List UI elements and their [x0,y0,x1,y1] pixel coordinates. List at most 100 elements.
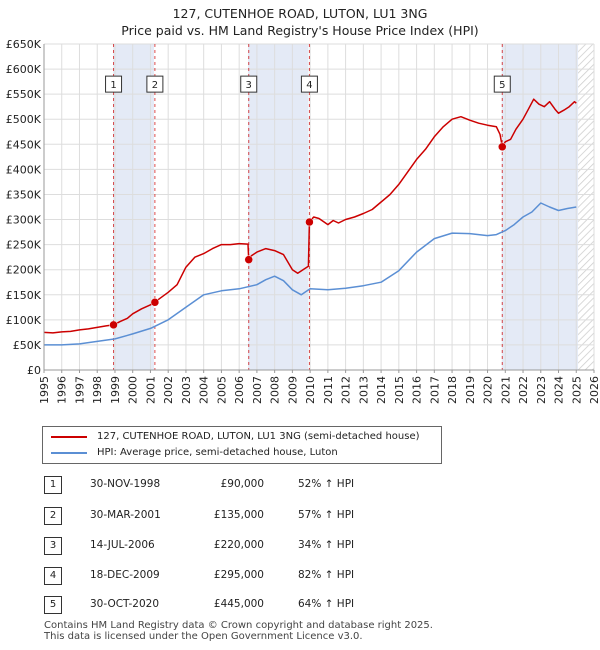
y-tick-label: £200K [6,264,42,277]
sale-period-band [113,44,154,370]
sale-number: 1 [44,476,62,494]
x-tick-label: 2014 [375,376,388,404]
sale-hpi-change: 64% ↑ HPI [298,598,355,610]
x-tick-label: 2004 [198,376,211,404]
y-tick-label: £500K [6,113,42,126]
hpi-line [44,202,577,346]
x-tick-label: 2010 [304,376,317,404]
sale-number: 4 [44,567,62,585]
sale-point [305,217,314,227]
sale-row: 3 14-JUL-2006 £220,000 34% ↑ HPI [0,537,600,555]
sale-marker-label: 4 [306,80,312,91]
x-tick-label: 2017 [428,376,441,404]
sale-marker-box [146,75,164,93]
y-tick-label: £100K [6,314,42,327]
sale-date: 30-NOV-1998 [90,478,161,490]
chart-title: 127, CUTENHOE ROAD, LUTON, LU1 3NG Price… [0,5,600,39]
y-tick-label: £150K [6,289,42,302]
x-tick-label: 1995 [38,376,51,404]
sale-price: £295,000 [213,569,264,581]
x-tick-label: 1998 [91,376,104,404]
y-tick-label: £0 [27,364,41,377]
y-tick-label: £550K [6,88,42,101]
x-tick-label: 2024 [553,376,566,404]
x-tick-label: 2016 [411,376,424,404]
sale-row: 5 30-OCT-2020 £445,000 64% ↑ HPI [0,596,600,614]
sale-marker-label: 3 [246,80,252,91]
x-tick-label: 2011 [322,376,335,404]
sale-hpi-change: 82% ↑ HPI [298,569,355,581]
sale-row: 1 30-NOV-1998 £90,000 52% ↑ HPI [0,476,600,494]
legend-swatch-hpi [51,452,87,454]
y-tick-label: £250K [6,239,42,252]
x-tick-label: 2025 [570,376,583,404]
x-tick-label: 2012 [340,376,353,404]
y-tick-label: £50K [13,339,42,352]
title-line-1: 127, CUTENHOE ROAD, LUTON, LU1 3NG [172,6,428,21]
legend: 127, CUTENHOE ROAD, LUTON, LU1 3NG (semi… [42,426,442,464]
sale-period-band [501,44,579,370]
footer-copyright: Contains HM Land Registry data © Crown c… [44,620,433,631]
sale-date: 30-MAR-2001 [90,509,161,521]
x-tick-label: 1996 [56,376,69,404]
y-tick-label: £350K [6,188,42,201]
x-tick-label: 2005 [215,376,228,404]
sale-marker-label: 5 [499,80,505,91]
property-price-line [43,98,577,334]
x-tick-label: 2007 [251,376,264,404]
sale-point [109,320,118,330]
footer-licence: This data is licensed under the Open Gov… [44,631,363,642]
sale-point [498,142,507,152]
x-tick-label: 2000 [127,376,140,404]
x-tick-label: 2021 [499,376,512,404]
x-tick-label: 1997 [73,376,86,404]
x-tick-label: 2008 [269,376,282,404]
legend-label-hpi: HPI: Average price, semi-detached house,… [97,447,338,458]
x-tick-label: 2002 [162,376,175,404]
y-tick-label: £450K [6,138,42,151]
sale-price: £220,000 [213,539,264,551]
x-tick-label: 2015 [393,376,406,404]
sale-date: 30-OCT-2020 [90,598,159,610]
sale-price: £445,000 [213,598,264,610]
x-tick-label: 2020 [482,376,495,404]
sale-period-band [248,44,309,370]
sale-date: 18-DEC-2009 [90,569,160,581]
footer: Contains HM Land Registry data © Crown c… [44,620,433,642]
x-tick-label: 2003 [180,376,193,404]
sale-row: 4 18-DEC-2009 £295,000 82% ↑ HPI [0,567,600,585]
sale-hpi-change: 57% ↑ HPI [298,509,355,521]
sale-price: £135,000 [213,509,264,521]
x-tick-label: 2006 [233,376,246,404]
x-tick-label: 2022 [517,376,530,404]
sale-marker-label: 1 [110,80,116,91]
x-tick-label: 2001 [144,376,157,404]
x-tick-label: 2009 [286,376,299,404]
future-region [578,44,594,370]
x-tick-label: 2019 [464,376,477,404]
x-tick-label: 2023 [535,376,548,404]
sale-number: 2 [44,507,62,525]
sale-number: 3 [44,537,62,555]
legend-swatch-property [51,436,87,438]
sale-hpi-change: 52% ↑ HPI [298,478,355,490]
sale-price: £90,000 [220,478,264,490]
sale-hpi-change: 34% ↑ HPI [298,539,355,551]
sale-marker-label: 2 [152,80,158,91]
sale-marker-box [240,75,258,93]
sale-point [244,255,253,264]
y-tick-label: £400K [6,163,42,176]
sale-number: 5 [44,596,62,614]
sale-marker-box [300,75,318,93]
sale-marker-box [493,75,511,93]
x-tick-label: 2026 [588,376,600,404]
x-tick-label: 2013 [357,376,370,404]
y-tick-label: £300K [6,214,42,227]
x-tick-label: 1999 [109,376,122,404]
sale-row: 2 30-MAR-2001 £135,000 57% ↑ HPI [0,507,600,525]
sale-marker-box [105,75,123,93]
y-tick-label: £650K [6,38,42,51]
price-chart: 1 2 3 4 5 £0 £50K £100K £150K £200K £250K £300K £350… [6,38,600,404]
y-tick-label: £600K [6,63,42,76]
sale-point [150,298,160,307]
